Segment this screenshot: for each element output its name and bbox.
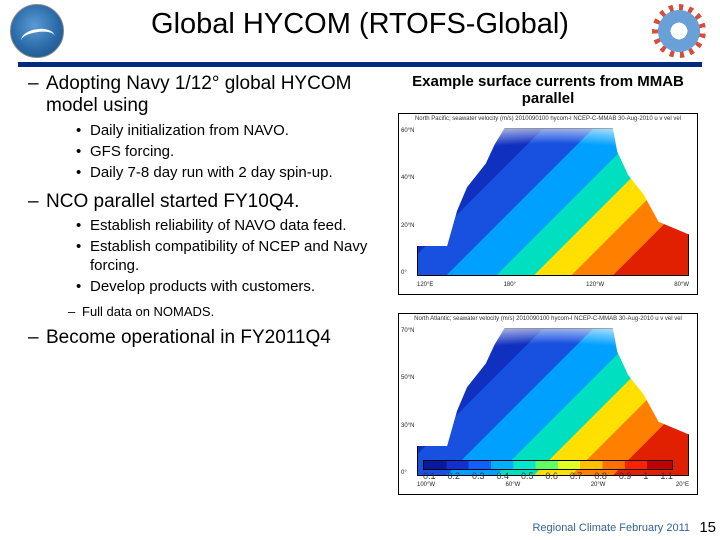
left-column: Adopting Navy 1/12° global HYCOM model u… — [16, 73, 386, 513]
fig-small-title: North Atlantic; seawater velocity (m/s) … — [399, 314, 697, 323]
subbullet: Establish compatibility of NCEP and Navy… — [76, 238, 380, 275]
lat-ticks: 60°N 40°N 20°N 0° — [401, 128, 415, 276]
footer-text: Regional Climate February 2011 — [532, 522, 690, 534]
page-number: 15 — [699, 519, 716, 536]
subbullet: Daily 7-8 day run with 2 day spin-up. — [76, 164, 380, 182]
colorbar: 0.1 0.2 0.3 0.4 0.5 0.6 0.7 0.8 0.9 1 1.… — [423, 460, 673, 481]
bullet-nco: NCO parallel started FY10Q4. Establish r… — [28, 191, 380, 321]
right-column: Example surface currents from MMAB paral… — [386, 73, 706, 513]
colorbar-ticks: 0.1 0.2 0.3 0.4 0.5 0.6 0.7 0.8 0.9 1 1.… — [423, 471, 673, 481]
bullet-text: Adopting Navy 1/12° global HYCOM model u… — [46, 73, 351, 116]
bullet-text: NCO parallel started FY10Q4. — [46, 191, 299, 212]
lat-ticks: 70°N 50°N 30°N 0° — [401, 328, 415, 476]
subbullet: Daily initialization from NAVO. — [76, 122, 380, 140]
heatmap-area — [417, 328, 689, 476]
fig-small-title: North Pacific; seawater velocity (m/s) 2… — [399, 114, 697, 123]
title-underline — [18, 62, 702, 67]
subsubbullet: Full data on NOMADS. — [68, 304, 380, 320]
slide-title: Global HYCOM (RTOFS-Global) — [0, 8, 720, 41]
subbullet: Establish reliability of NAVO data feed. — [76, 217, 380, 235]
bullet-adopting: Adopting Navy 1/12° global HYCOM model u… — [28, 73, 380, 183]
figure-north-pacific: North Pacific; seawater velocity (m/s) 2… — [398, 113, 698, 295]
subbullet: Develop products with customers. — [76, 278, 380, 296]
colorbar-gradient — [423, 460, 673, 470]
bullet-text: Become operational in FY2011Q4 — [46, 327, 331, 348]
bullet-operational: Become operational in FY2011Q4 — [28, 327, 380, 349]
subbullet: GFS forcing. — [76, 143, 380, 161]
noaa-logo-icon — [10, 4, 64, 58]
heatmap-area — [417, 128, 689, 276]
lon-ticks: 100°W 60°W 20°W 20°E — [417, 482, 689, 490]
nws-logo-icon — [652, 4, 706, 58]
figure-caption: Example surface currents from MMAB paral… — [390, 73, 706, 107]
lon-ticks: 120°E 180° 120°W 80°W — [417, 282, 689, 290]
